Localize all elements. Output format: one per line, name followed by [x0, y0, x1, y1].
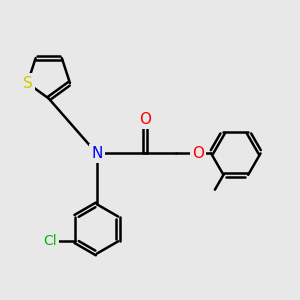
Text: S: S [23, 76, 32, 91]
Text: N: N [91, 146, 103, 161]
Text: O: O [192, 146, 204, 161]
Text: Cl: Cl [44, 234, 57, 248]
Text: O: O [139, 112, 151, 127]
